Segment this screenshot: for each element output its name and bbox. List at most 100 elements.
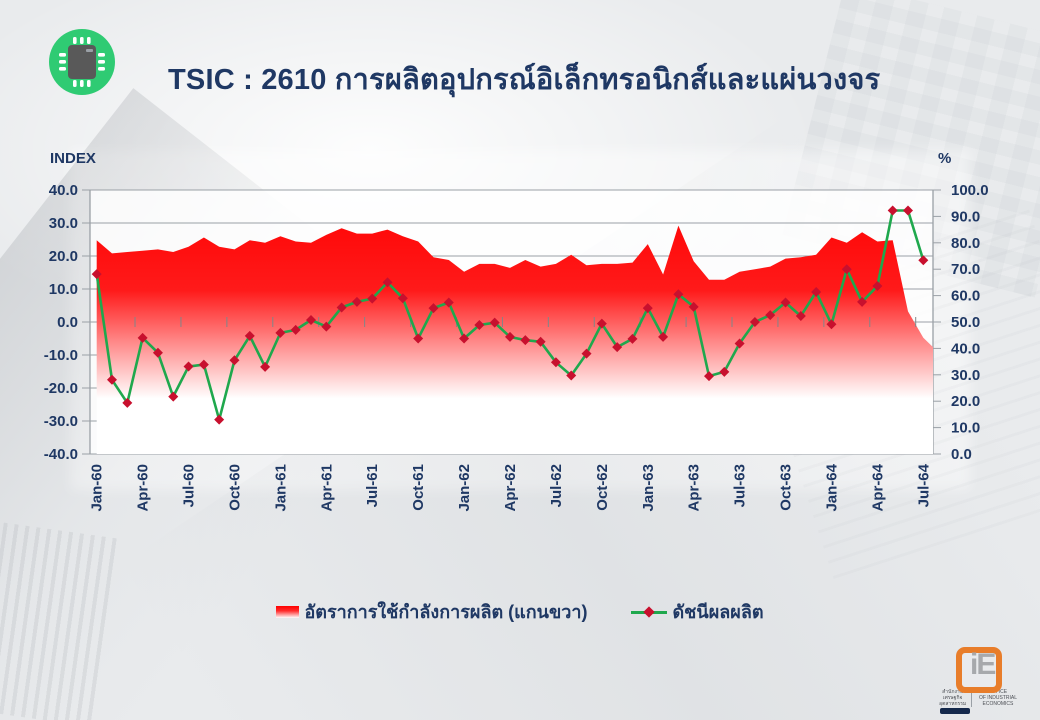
chart-legend: อัตราการใช้กำลังการผลิต (แกนขวา) ดัชนีผล…: [0, 597, 1040, 626]
left-axis-tick-label: 30.0: [49, 215, 78, 232]
data-point-marker: [443, 297, 454, 308]
data-point-marker: [505, 331, 515, 342]
legend-label-index: ดัชนีผลผลิต: [672, 602, 764, 622]
oie-caption-thai-line1: สำนักงาน: [942, 689, 964, 695]
left-axis-tick-label: -10.0: [44, 347, 78, 364]
data-point-marker: [351, 296, 362, 307]
data-point-marker: [612, 342, 623, 353]
data-point-marker: [168, 391, 179, 402]
right-axis-tick-label: 50.0: [951, 314, 980, 331]
data-point-marker: [336, 302, 347, 313]
data-point-marker: [765, 310, 776, 321]
data-point-marker: [214, 414, 225, 425]
right-axis-tick-label: 0.0: [951, 446, 972, 463]
x-axis-tick-label: Jan-61: [272, 464, 289, 512]
data-point-marker: [244, 330, 255, 341]
data-point-marker: [918, 255, 929, 266]
data-point-marker: [489, 317, 500, 328]
x-axis-tick-label: Jan-60: [89, 464, 106, 512]
data-point-marker: [275, 327, 286, 338]
data-point-marker: [749, 317, 760, 327]
line-series-swatch: [631, 605, 668, 618]
oie-logo-monogram: iE: [970, 648, 996, 681]
oie-logo-orange-frame: [956, 647, 1002, 693]
microchip-icon: [48, 28, 116, 96]
x-axis-tick-label: Apr-62: [502, 464, 519, 512]
data-point-marker: [290, 324, 301, 335]
x-axis-tick-label: Jul-62: [548, 464, 565, 507]
data-point-marker: [872, 281, 883, 292]
right-axis-unit-label: %: [938, 150, 952, 167]
right-axis-tick-label: 100.0: [951, 182, 989, 199]
data-point-marker: [780, 297, 791, 308]
data-point-marker: [902, 205, 913, 216]
data-point-marker: [703, 371, 714, 382]
oie-logo-mark: iE: [956, 647, 1002, 693]
left-axis-tick-label: 40.0: [49, 182, 78, 199]
legend-item-capacity: อัตราการใช้กำลังการผลิต (แกนขวา): [276, 597, 587, 626]
left-axis-tick-label: 0.0: [57, 314, 78, 331]
data-point-marker: [413, 333, 424, 344]
x-axis-tick-label: Jul-61: [364, 464, 381, 507]
data-point-marker: [260, 361, 271, 372]
data-point-marker: [734, 338, 745, 349]
data-point-marker: [428, 303, 439, 314]
left-axis-tick-label: 10.0: [49, 281, 78, 298]
x-axis-tick-label: Apr-64: [869, 463, 886, 511]
right-axis-tick-label: 20.0: [951, 393, 980, 410]
data-point-marker: [841, 264, 852, 275]
oie-caption-thai-line2: เศรษฐกิจอุตสาหกรรม: [939, 695, 967, 707]
oie-logo-navy-bar: [940, 708, 970, 714]
oie-logo-caption: สำนักงาน เศรษฐกิจอุตสาหกรรม OFFICE OF IN…: [938, 689, 1020, 707]
data-point-marker: [627, 333, 638, 344]
oie-caption-divider: [971, 689, 972, 707]
data-point-marker: [321, 321, 332, 332]
x-axis-tick-label: Jan-64: [823, 463, 840, 511]
x-axis-tick-label: Jan-63: [640, 464, 657, 512]
data-point-marker: [857, 296, 868, 307]
data-point-marker: [183, 361, 194, 372]
right-axis-tick-label: 60.0: [951, 288, 980, 305]
data-point-marker: [535, 336, 546, 347]
x-axis-tick-label: Oct-60: [226, 464, 243, 511]
data-point-marker: [474, 319, 485, 330]
right-axis-tick-label: 80.0: [951, 235, 980, 252]
x-axis-tick-label: Oct-63: [778, 464, 795, 511]
data-point-marker: [688, 301, 699, 312]
data-point-marker: [581, 348, 592, 359]
data-point-marker: [198, 359, 209, 370]
data-point-marker: [229, 355, 240, 366]
data-point-marker: [795, 311, 806, 322]
x-axis-tick-label: Oct-61: [410, 464, 427, 511]
page-title: TSIC : 2610 การผลิตอุปกรณ์อิเล็กทรอนิกส์…: [168, 64, 881, 96]
data-point-marker: [152, 347, 163, 358]
data-point-marker: [566, 370, 577, 381]
data-point-marker: [887, 205, 898, 216]
data-point-marker: [122, 397, 133, 408]
data-point-marker: [811, 286, 822, 297]
oie-logo: iE สำนักงาน เศรษฐกิจอุตสาหกรรม OFFICE OF…: [938, 647, 1020, 714]
left-axis-tick-label: -40.0: [44, 446, 78, 463]
data-point-marker: [367, 293, 378, 304]
x-axis-tick-label: Jul-60: [181, 464, 198, 507]
x-axis-tick-label: Jul-64: [915, 463, 932, 507]
x-axis-tick-label: Apr-61: [318, 464, 335, 512]
data-point-marker: [397, 293, 408, 304]
left-axis-unit-label: INDEX: [50, 150, 96, 167]
data-point-marker: [520, 335, 531, 346]
data-point-marker: [550, 357, 561, 368]
data-point-marker: [382, 277, 393, 288]
x-axis-tick-label: Jan-62: [456, 464, 473, 512]
oie-caption-en-line1: OFFICE: [988, 689, 1008, 695]
left-axis-tick-label: -30.0: [44, 413, 78, 430]
x-axis-tick-label: Apr-63: [686, 464, 703, 512]
legend-label-capacity: อัตราการใช้กำลังการผลิต (แกนขวา): [304, 602, 588, 622]
left-axis-tick-label: -20.0: [44, 380, 78, 397]
data-point-marker: [658, 331, 669, 342]
left-axis-tick-label: 20.0: [49, 248, 78, 265]
data-point-marker: [91, 269, 102, 280]
x-axis-tick-label: Oct-62: [594, 464, 611, 511]
x-axis-tick-label: Apr-60: [135, 464, 152, 512]
